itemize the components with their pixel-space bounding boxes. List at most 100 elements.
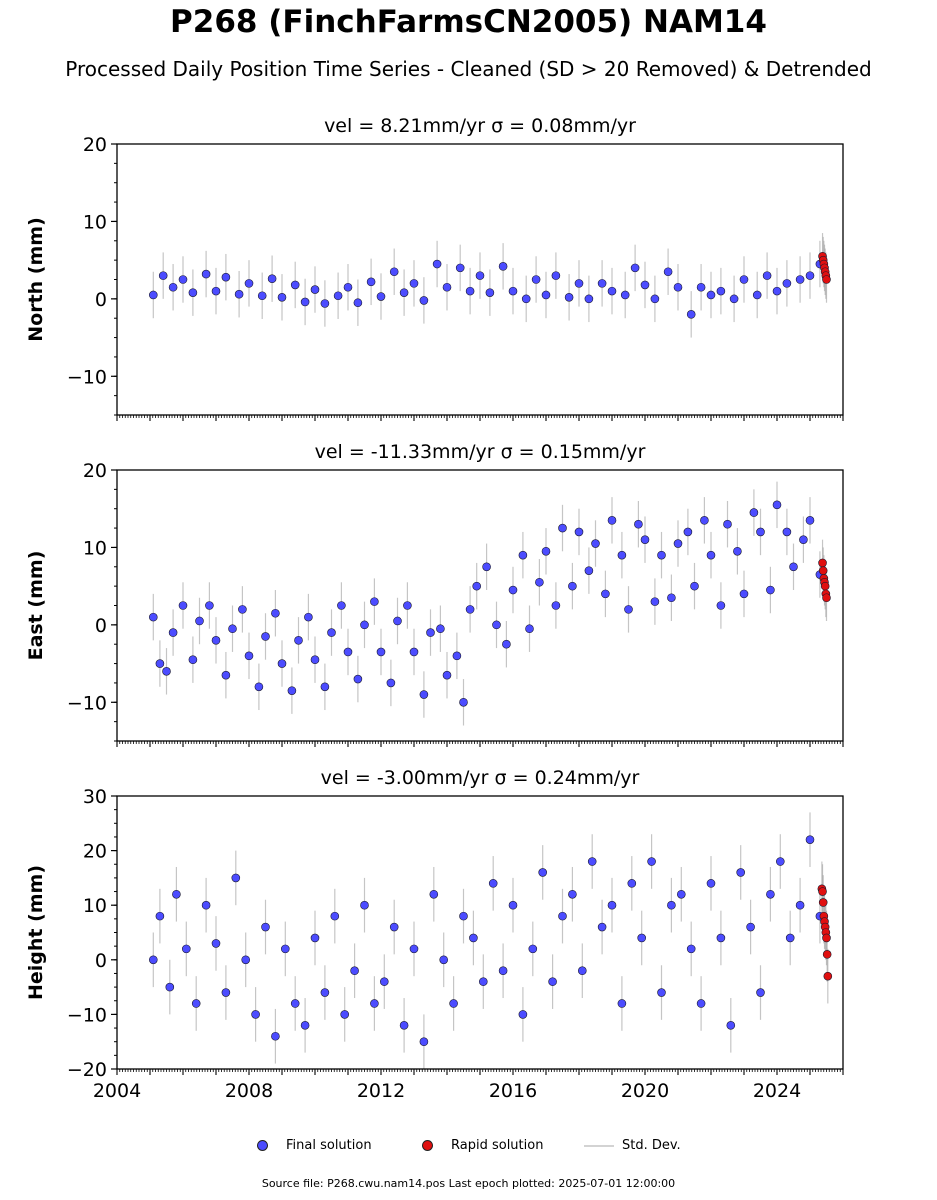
panel-3-final-point [667, 900, 676, 910]
panel-2-final-point [690, 581, 699, 591]
panel-2-final-point [558, 523, 567, 533]
panel-3-final-point [508, 900, 518, 910]
panel-2-final-point [168, 628, 178, 637]
panel-1-final-point [762, 271, 772, 280]
panel-3-final-point [647, 857, 656, 866]
panel-1-plot-area [149, 233, 831, 338]
panel-2-final-point [221, 670, 231, 680]
panel-1-final-point [432, 259, 442, 269]
panel-3-final-point [280, 944, 290, 954]
panel-3-ytick-label: 0 [95, 950, 107, 972]
panel-3-ytick-label: −20 [67, 1059, 107, 1081]
panel-1-final-point [630, 263, 640, 273]
panel-3-final-point [251, 1010, 260, 1019]
panel-3-final-point [696, 999, 706, 1008]
panel-1-final-point [353, 298, 363, 308]
panel-1-final-point [597, 279, 607, 288]
panel-1-final-point [211, 286, 221, 296]
panel-1-final-point [508, 286, 518, 296]
panel-3-final-point [459, 911, 468, 921]
source-note: Source file: P268.cwu.nam14.pos Last epo… [261, 1177, 676, 1190]
panel-2-final-point [657, 550, 666, 560]
panel-3-ytick-label: 20 [83, 841, 107, 863]
panel-3-final-point [637, 933, 647, 943]
panel-2-final-point [238, 605, 247, 614]
panel-2-final-point [749, 508, 759, 517]
panel-3-final-point [149, 955, 158, 965]
panel-3-final-point [310, 933, 320, 943]
panel-1-final-point [531, 275, 541, 284]
panel-2-rapid-point [818, 566, 828, 575]
panel-2-final-point [782, 527, 792, 537]
panel-1-final-point [300, 297, 310, 307]
panel-3-title: vel = -3.00mm/yr σ = 0.24mm/yr [321, 767, 640, 789]
panel-3-final-point [191, 999, 201, 1008]
panel-2-final-point [568, 581, 577, 591]
panel-2-final-point [310, 655, 320, 665]
panel-2-final-point [482, 562, 491, 572]
panel-1-final-point [221, 272, 231, 282]
panel-2-ytick-label: 0 [95, 615, 107, 637]
panel-3-final-point [528, 944, 538, 954]
panel-2-final-point [551, 601, 561, 610]
panel-2-final-point [360, 620, 369, 630]
panel-1-final-point [551, 271, 561, 280]
panel-3-rapid-point [818, 898, 828, 907]
panel-1-ytick-label: −10 [67, 366, 107, 388]
panel-1-final-point [178, 275, 188, 284]
panel-1-final-point [168, 282, 178, 292]
panel-3-final-point [172, 889, 181, 899]
panel-3-final-point [795, 900, 805, 910]
panel-2-final-point [502, 639, 511, 649]
panel-3-final-point [155, 911, 165, 921]
panel-2-final-point [386, 678, 396, 688]
panel-1-final-point [376, 292, 386, 301]
panel-3-xtick-label: 2020 [621, 1080, 669, 1102]
panel-2-final-point [683, 527, 693, 537]
panel-1-final-point [805, 271, 815, 280]
panel-2-final-point [337, 601, 346, 610]
panel-2-final-point [607, 516, 617, 525]
panel-3-final-point [389, 922, 399, 932]
panel-2-title: vel = -11.33mm/yr σ = 0.15mm/yr [315, 441, 646, 463]
panel-2-final-point [162, 667, 171, 676]
panel-2-ytick-label: 10 [83, 537, 107, 559]
panel-1-rapid-point [822, 275, 831, 284]
panel-3-final-point [558, 911, 567, 921]
panel-3-final-point [330, 911, 340, 921]
panel-2-final-point [343, 647, 353, 657]
panel-1-final-point [686, 310, 696, 319]
panel-1-final-point [782, 279, 792, 288]
panel-3-final-point [231, 873, 241, 883]
panel-2-final-point [716, 601, 726, 610]
panel-3-final-point [676, 889, 686, 899]
panel-2-final-point [228, 624, 237, 634]
panel-3-final-point [775, 857, 785, 866]
panel-3-xtick-label: 2004 [93, 1080, 141, 1102]
panel-1-final-point [696, 282, 706, 292]
panel-3-final-point [617, 999, 627, 1008]
panel-3-final-point [766, 889, 775, 899]
panel-2-final-point [492, 620, 501, 630]
panel-1-final-point [343, 282, 353, 292]
panel-1-final-point [564, 293, 574, 302]
panel-1-final-point [729, 294, 739, 304]
panel-3-final-point [419, 1037, 429, 1046]
panel-2-final-point [518, 550, 528, 560]
panel-2-final-point [650, 597, 660, 606]
panel-2-final-point [442, 670, 452, 680]
panel-2-final-point [805, 516, 815, 525]
panel-2-final-point [789, 562, 798, 572]
panel-1-final-point [419, 296, 429, 305]
panel-1-final-point [310, 285, 320, 294]
panel-2-rapid-point [818, 558, 827, 568]
panel-2-final-point [178, 601, 188, 610]
panel-3-final-point [201, 900, 211, 910]
panel-2-final-point [739, 589, 749, 599]
legend-final-label: Final solution [286, 1138, 372, 1153]
panel-3-final-point [211, 939, 221, 948]
panel-2-final-point [211, 636, 221, 645]
panel-1-final-point [465, 286, 475, 296]
panel-2-final-point [403, 601, 412, 610]
panel-2-final-point [370, 597, 379, 606]
